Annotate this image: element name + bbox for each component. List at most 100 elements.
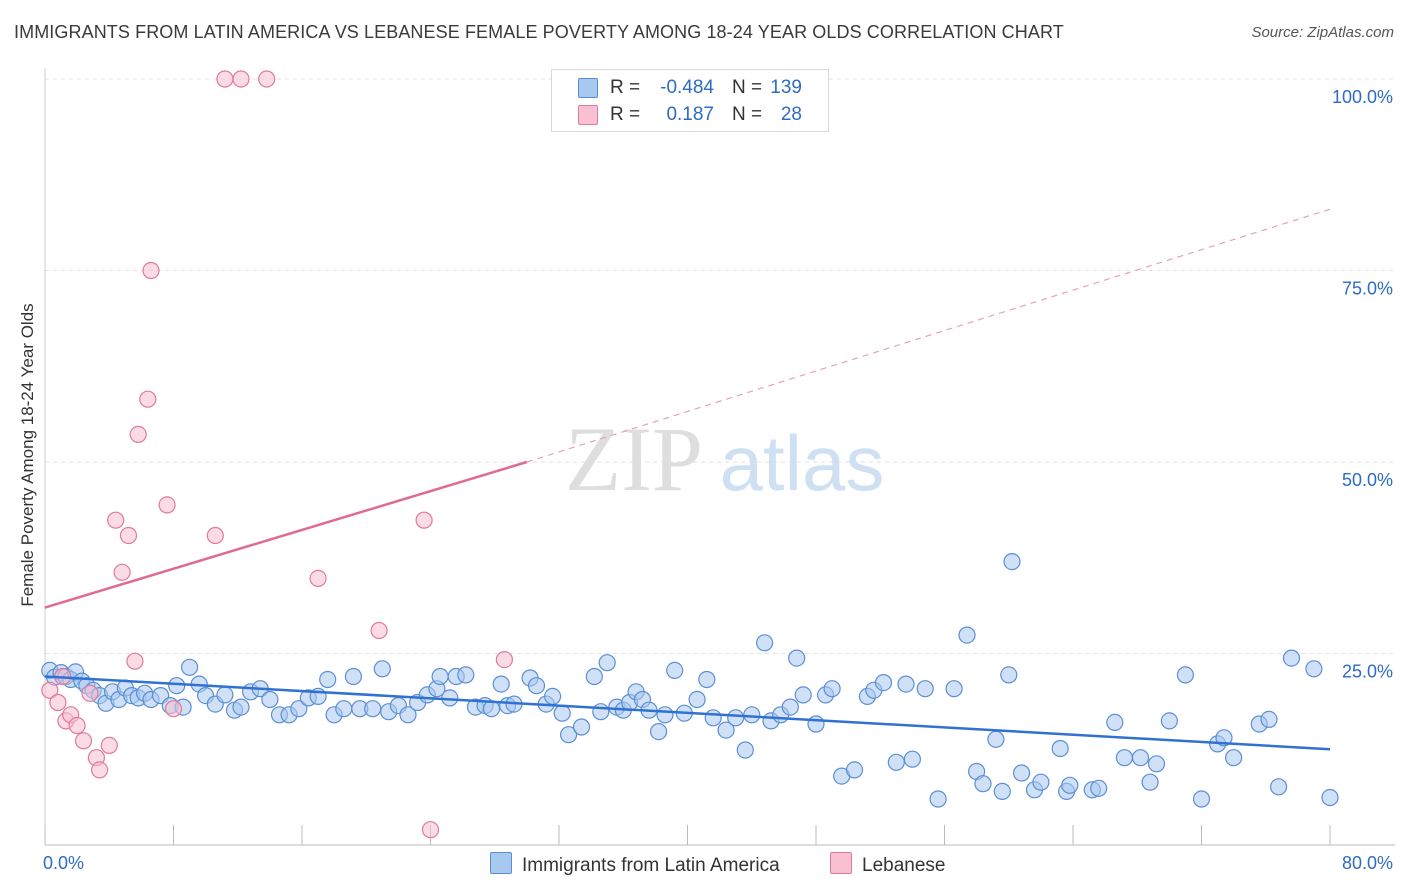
point-latin-america [717, 721, 735, 739]
y-axis-label: Female Poverty Among 18-24 Year Olds [18, 303, 37, 607]
legend-label-latin-america: Immigrants from Latin America [522, 855, 780, 876]
tick-labels: 100.0% 75.0% 50.0% 25.0% 0.0% 80.0% [43, 87, 1393, 873]
point-latin-america [845, 761, 864, 779]
grid-lines [45, 78, 1395, 654]
legend-row-lebanese: R = 0.187 N = 28 [552, 101, 828, 127]
point-latin-america [1051, 739, 1069, 758]
y-tick-label: 100.0% [1332, 87, 1393, 107]
legend-r-label: R = [610, 104, 641, 125]
point-lebanese [421, 821, 440, 839]
point-latin-america [743, 706, 761, 724]
point-latin-america [945, 680, 963, 698]
trend-line-lebanese [44, 460, 528, 609]
point-latin-america [1032, 773, 1050, 791]
point-lebanese [129, 425, 147, 443]
legend-swatch-latin-america [490, 852, 512, 874]
legend-n-value: 28 [780, 104, 802, 125]
point-latin-america [993, 782, 1011, 801]
trend-lines [44, 208, 1331, 751]
chart-title: IMMIGRANTS FROM LATIN AMERICA VS LEBANES… [14, 22, 1064, 42]
point-lebanese [90, 761, 109, 779]
point-lebanese [158, 496, 176, 514]
point-latin-america [319, 670, 337, 689]
point-latin-america [823, 680, 841, 698]
point-latin-america [1000, 666, 1018, 684]
point-lebanese [81, 684, 99, 702]
point-lebanese [164, 700, 183, 718]
point-latin-america [897, 675, 915, 693]
point-latin-america [1141, 773, 1159, 791]
stats-legend: R = -0.484 N = 139 R = 0.187 N = 28 [551, 69, 829, 132]
point-lebanese [139, 390, 157, 408]
point-lebanese [100, 736, 118, 755]
x-tick-label: 0.0% [43, 853, 84, 873]
point-latin-america [736, 741, 754, 759]
point-latin-america [364, 700, 382, 718]
point-latin-america [1192, 790, 1211, 808]
point-latin-america [1260, 710, 1278, 729]
point-lebanese [370, 621, 388, 640]
legend-n-label: N = [732, 104, 763, 125]
point-lebanese [495, 650, 513, 669]
point-latin-america [1131, 749, 1150, 767]
point-latin-america [649, 722, 668, 741]
point-latin-america [290, 700, 308, 718]
x-tick-label: 80.0% [1342, 853, 1393, 873]
point-latin-america [492, 675, 510, 693]
y-tick-label: 50.0% [1342, 470, 1393, 490]
point-latin-america [958, 626, 976, 644]
point-latin-america [974, 775, 992, 793]
point-lebanese [309, 569, 327, 588]
point-latin-america [1282, 649, 1301, 667]
point-lebanese [216, 70, 234, 88]
point-latin-america [373, 660, 391, 678]
point-lebanese [68, 716, 86, 735]
point-latin-america [656, 706, 674, 724]
point-latin-america [903, 750, 922, 768]
point-lebanese [142, 261, 160, 280]
point-lebanese [113, 563, 131, 581]
point-lebanese [74, 732, 93, 750]
watermark-zip: ZIP [565, 408, 703, 510]
point-latin-america [527, 677, 546, 695]
point-latin-america [874, 673, 893, 692]
point-latin-america [553, 704, 571, 722]
point-latin-america [704, 709, 722, 727]
legend-label-lebanese: Lebanese [862, 855, 946, 876]
point-latin-america [807, 715, 825, 733]
legend-item-latin-america: Immigrants from Latin America [490, 852, 780, 877]
point-latin-america [1269, 778, 1288, 796]
point-latin-america [1115, 749, 1134, 767]
legend-row-latin-america: R = -0.484 N = 139 [552, 74, 828, 100]
point-latin-america [399, 706, 417, 724]
watermark-atlas: atlas [720, 419, 885, 507]
watermark: ZIP atlas [565, 408, 884, 510]
trend-extension-lebanese [526, 208, 1331, 463]
axes [44, 68, 1395, 846]
y-tick-label: 25.0% [1342, 662, 1393, 682]
point-latin-america [585, 667, 603, 686]
point-lebanese [119, 526, 138, 545]
point-latin-america [543, 687, 562, 706]
point-latin-america [1321, 788, 1339, 807]
legend-swatch-lebanese [830, 852, 852, 874]
point-lebanese [232, 70, 250, 88]
point-latin-america [335, 700, 353, 718]
legend-r-value: 0.187 [666, 104, 714, 125]
point-latin-america [698, 670, 716, 689]
point-lebanese [206, 526, 224, 545]
point-latin-america [688, 690, 706, 709]
y-tick-label: 75.0% [1342, 279, 1393, 299]
point-latin-america [1106, 713, 1124, 732]
point-latin-america [727, 709, 745, 727]
legend-n-value: 139 [770, 77, 802, 98]
point-lebanese [49, 693, 67, 712]
point-latin-america [1176, 666, 1195, 684]
legend-item-lebanese: Lebanese [830, 852, 945, 877]
point-latin-america [916, 680, 934, 698]
legend-n-label: N = [732, 77, 763, 98]
point-latin-america [168, 677, 186, 695]
point-latin-america [232, 698, 250, 716]
legend-swatch-lebanese [578, 105, 598, 125]
